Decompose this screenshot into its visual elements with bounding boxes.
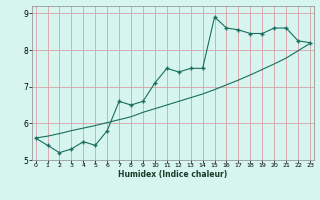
X-axis label: Humidex (Indice chaleur): Humidex (Indice chaleur) (118, 170, 228, 179)
